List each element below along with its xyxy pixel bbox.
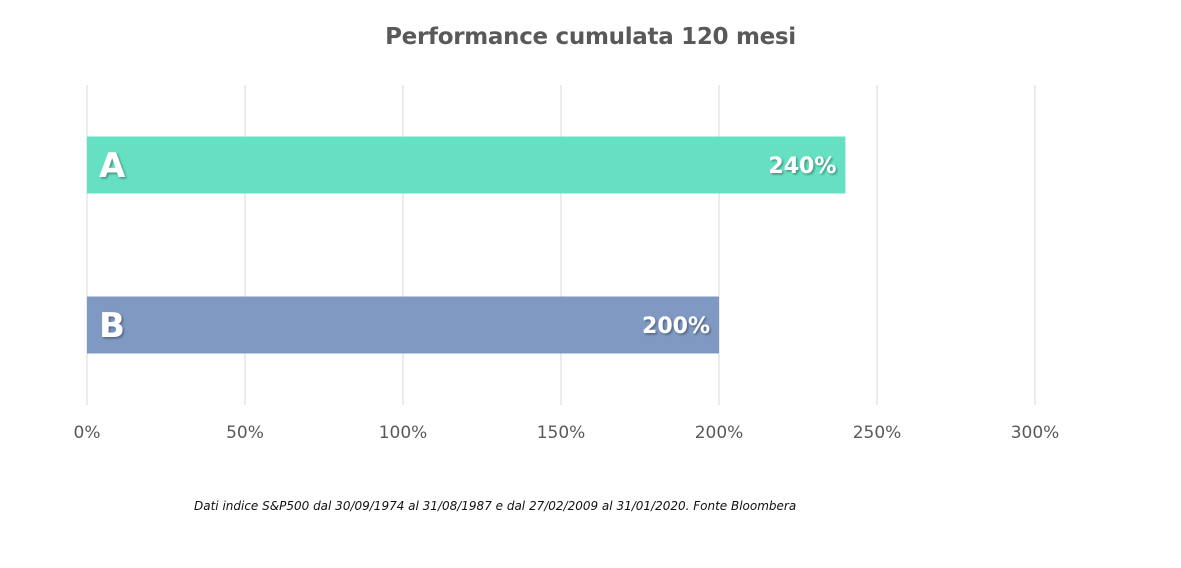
x-axis-ticks: 0% 50% 100% 150% 200% 250% 300% xyxy=(74,423,1060,443)
x-tick-label: 300% xyxy=(1011,423,1060,443)
x-tick-label: 50% xyxy=(226,423,264,443)
x-tick-label: 0% xyxy=(74,423,101,443)
bars: A 240% B 200% xyxy=(87,136,846,354)
bar-b xyxy=(87,296,719,354)
bar-a xyxy=(87,136,846,194)
x-tick-label: 250% xyxy=(853,423,902,443)
chart-title: Performance cumulata 120 mesi xyxy=(385,24,796,50)
category-label: B xyxy=(99,306,125,346)
x-tick-label: 150% xyxy=(537,423,586,443)
category-label: A xyxy=(99,146,126,186)
x-tick-label: 200% xyxy=(695,423,744,443)
data-label: 240% xyxy=(768,154,836,179)
source-footnote: Dati indice S&P500 dal 30/09/1974 al 31/… xyxy=(194,499,797,513)
data-label: 200% xyxy=(642,314,710,339)
x-tick-label: 100% xyxy=(379,423,428,443)
gridlines xyxy=(86,85,1036,405)
